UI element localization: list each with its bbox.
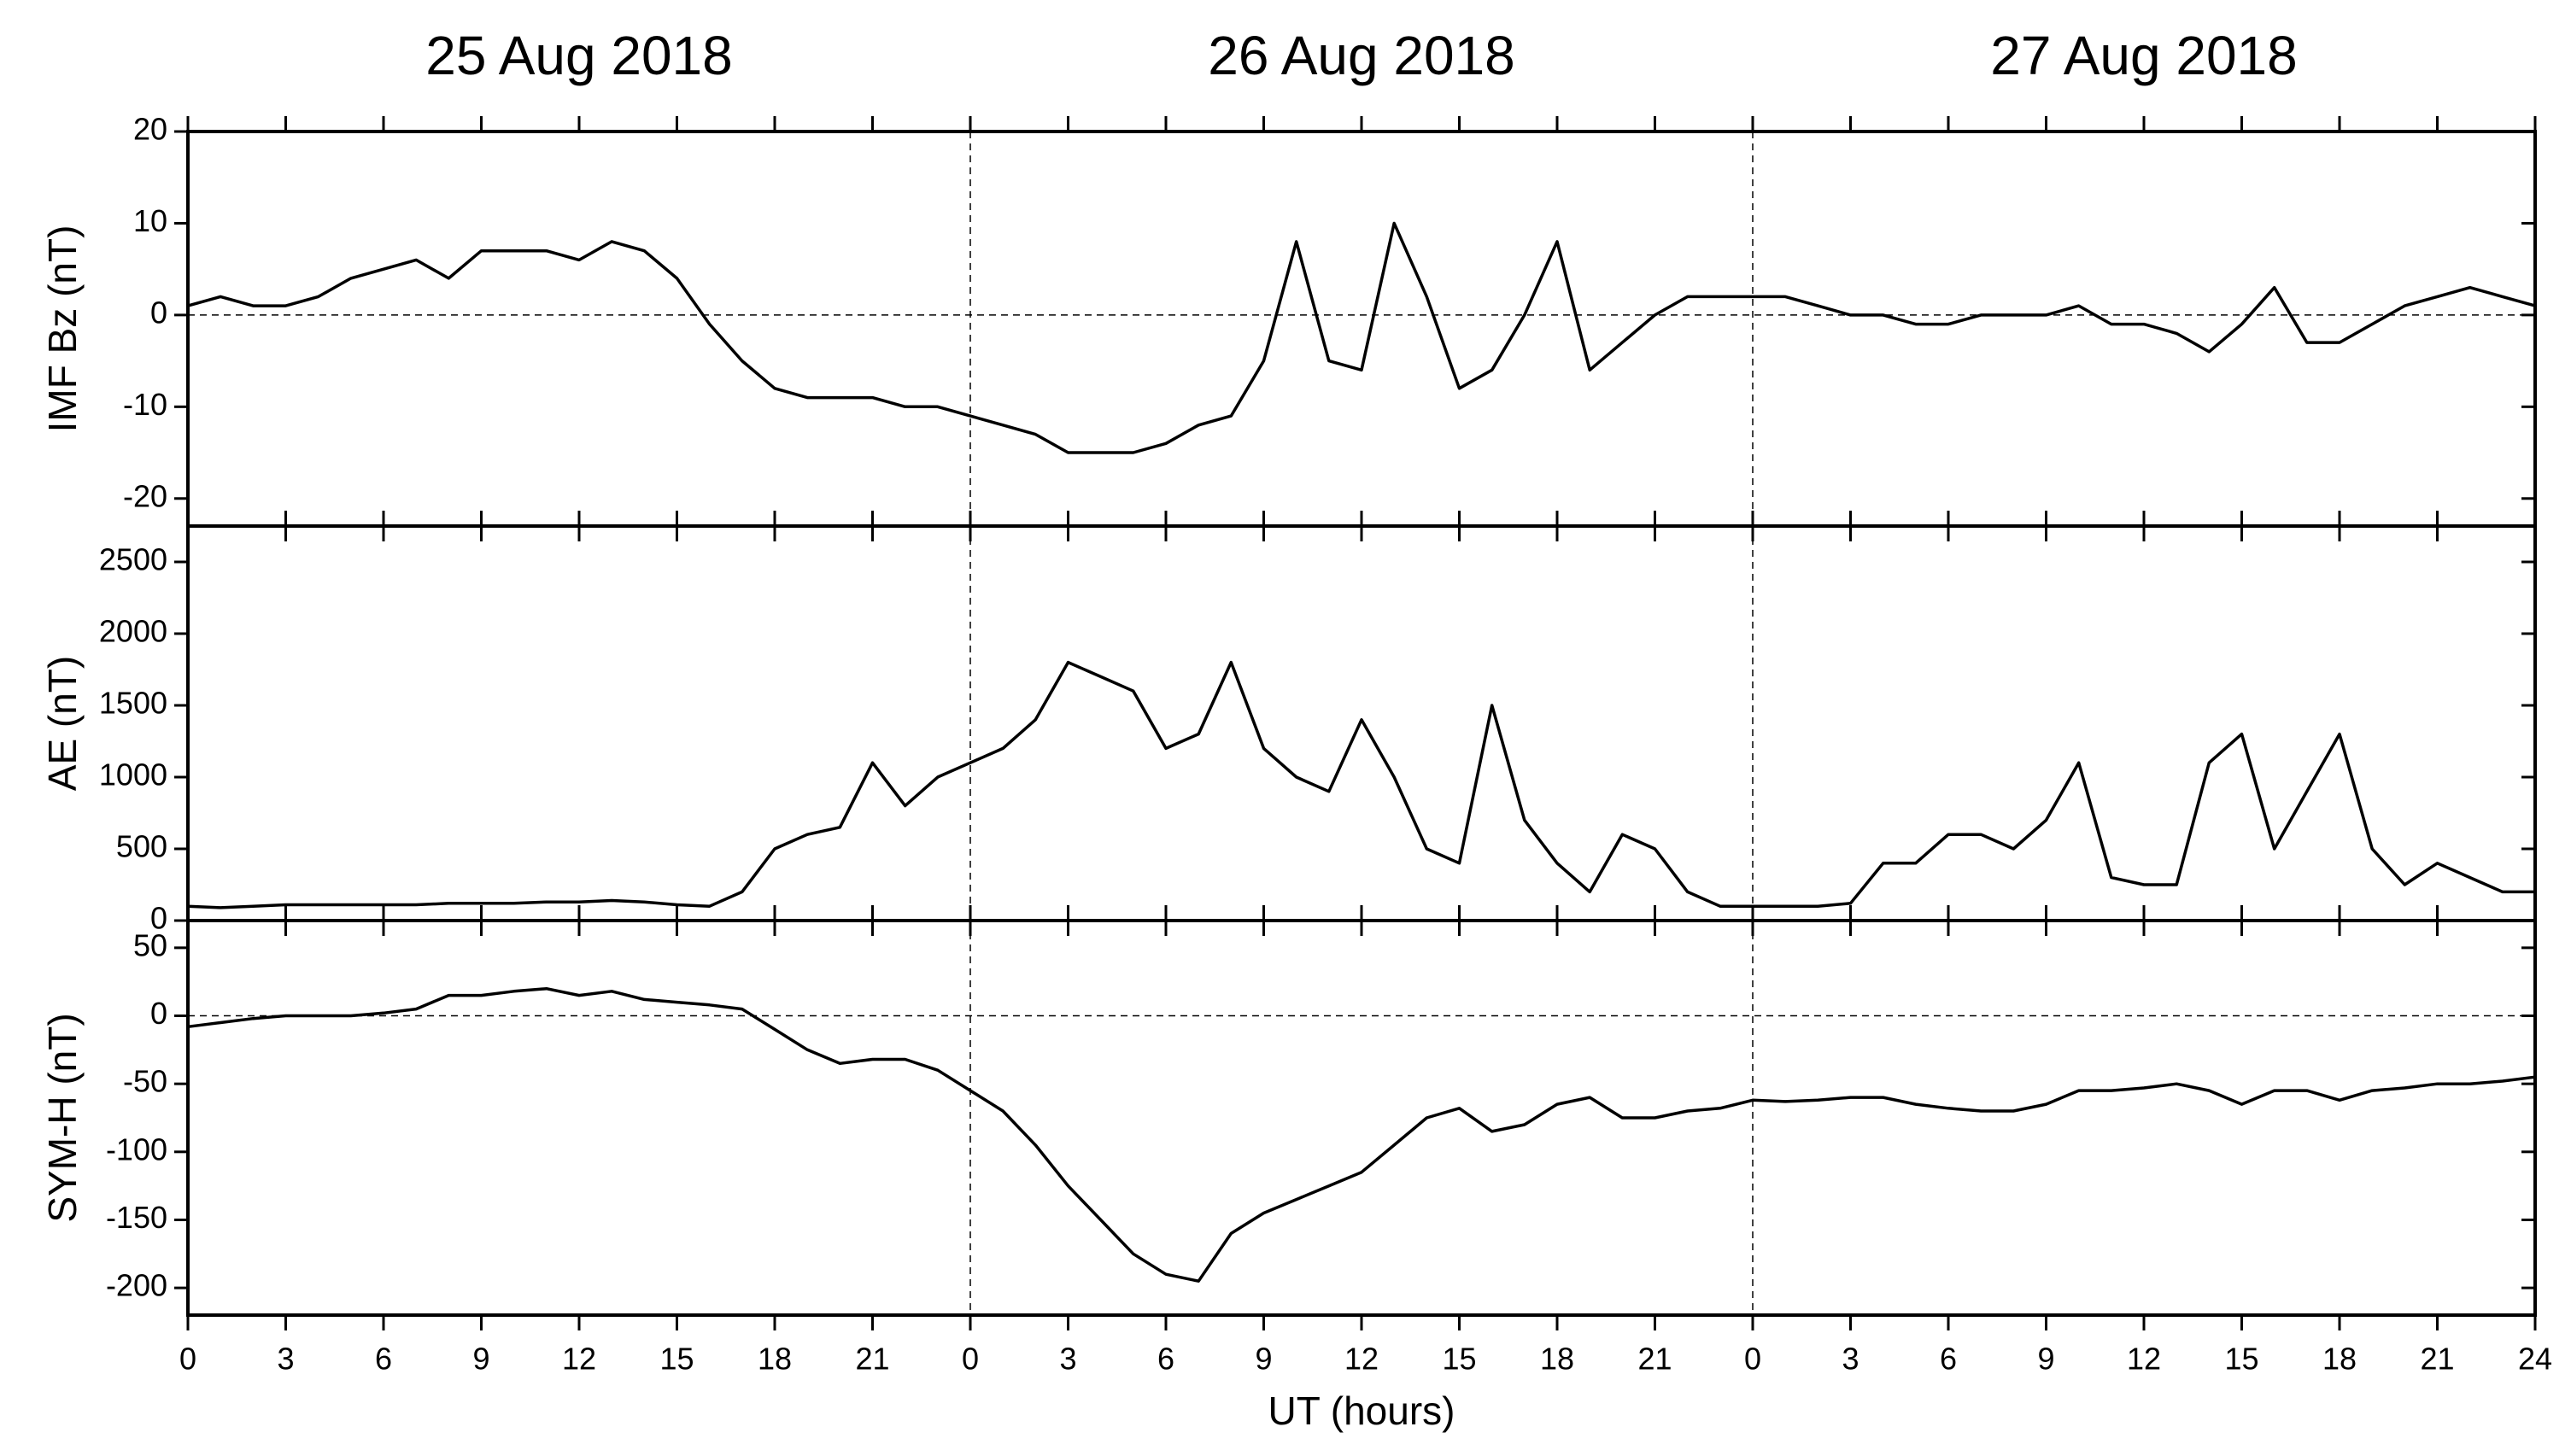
x-tick-label: 18 bbox=[758, 1342, 792, 1377]
y-axis-label: AE (nT) bbox=[40, 656, 85, 791]
x-tick-label: 15 bbox=[2224, 1342, 2258, 1377]
y-axis-label: SYM-H (nT) bbox=[40, 1013, 85, 1222]
x-tick-label: 3 bbox=[1842, 1342, 1859, 1377]
x-tick-label: 21 bbox=[855, 1342, 889, 1377]
y-tick-label: -20 bbox=[123, 478, 167, 513]
date-label: 25 Aug 2018 bbox=[425, 25, 732, 86]
x-tick-label: 12 bbox=[2127, 1342, 2161, 1377]
y-tick-label: 20 bbox=[133, 112, 167, 147]
x-tick-label: 18 bbox=[2322, 1342, 2357, 1377]
x-tick-label: 3 bbox=[1059, 1342, 1076, 1377]
x-tick-label: 21 bbox=[1637, 1342, 1672, 1377]
x-tick-label: 6 bbox=[1940, 1342, 1957, 1377]
x-tick-label: 6 bbox=[1157, 1342, 1174, 1377]
y-tick-label: -200 bbox=[106, 1268, 167, 1303]
x-tick-label: 9 bbox=[2037, 1342, 2054, 1377]
y-tick-label: -150 bbox=[106, 1200, 167, 1235]
data-line bbox=[187, 660, 2535, 909]
x-tick-label: 18 bbox=[1540, 1342, 1574, 1377]
y-tick-label: -10 bbox=[123, 387, 167, 422]
x-tick-label: 3 bbox=[277, 1342, 294, 1377]
y-tick-label: 50 bbox=[133, 927, 167, 962]
x-tick-label: 6 bbox=[375, 1342, 392, 1377]
y-tick-label: 0 bbox=[150, 295, 167, 330]
y-tick-label: -100 bbox=[106, 1131, 167, 1167]
y-tick-label: 0 bbox=[150, 901, 167, 936]
y-tick-label: 0 bbox=[150, 996, 167, 1031]
x-tick-label: 15 bbox=[659, 1342, 694, 1377]
panel-frame bbox=[186, 919, 2537, 1317]
y-tick-label: 500 bbox=[116, 829, 167, 864]
x-tick-label: 0 bbox=[962, 1342, 979, 1377]
x-tick-label: 0 bbox=[1744, 1342, 1761, 1377]
data-line bbox=[187, 221, 2536, 454]
x-axis-label: UT (hours) bbox=[1268, 1389, 1455, 1433]
x-tick-label: 12 bbox=[562, 1342, 596, 1377]
panel-frame bbox=[186, 130, 2537, 528]
date-label: 27 Aug 2018 bbox=[1990, 25, 2297, 86]
data-line bbox=[187, 986, 2536, 1283]
y-tick-label: 1000 bbox=[99, 757, 167, 792]
y-tick-label: 10 bbox=[133, 203, 167, 238]
x-tick-label: 21 bbox=[2420, 1342, 2454, 1377]
x-tick-label: 12 bbox=[1344, 1342, 1379, 1377]
y-tick-label: -50 bbox=[123, 1064, 167, 1099]
x-tick-label: 0 bbox=[179, 1342, 196, 1377]
x-tick-label: 15 bbox=[1442, 1342, 1476, 1377]
x-tick-label: 24 bbox=[2518, 1342, 2552, 1377]
x-tick-label: 9 bbox=[1255, 1342, 1272, 1377]
date-label: 26 Aug 2018 bbox=[1208, 25, 1514, 86]
x-tick-label: 9 bbox=[472, 1342, 489, 1377]
y-tick-label: 1500 bbox=[99, 686, 167, 721]
y-axis-label: IMF Bz (nT) bbox=[40, 225, 85, 433]
y-tick-label: 2500 bbox=[99, 542, 167, 577]
y-tick-label: 2000 bbox=[99, 614, 167, 649]
